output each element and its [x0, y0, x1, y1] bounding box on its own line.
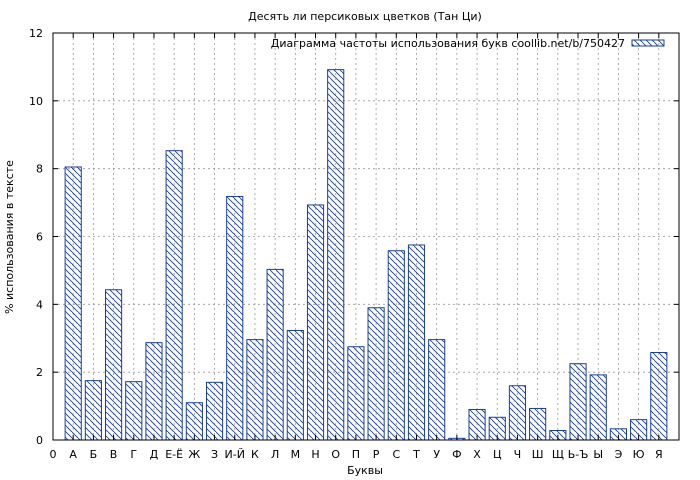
- bar-Ы: [589, 374, 607, 441]
- y-tick-label: 0: [36, 434, 43, 447]
- x-tick-label: Щ: [552, 448, 564, 461]
- x-tick-label: Д: [150, 448, 159, 461]
- x-tick-label: К: [251, 448, 259, 461]
- x-tick-label: Ю: [633, 448, 645, 461]
- bar-А: [64, 166, 82, 441]
- x-tick-label: Ф: [452, 448, 461, 461]
- bar-Л: [266, 268, 284, 441]
- x-tick-label: Ц: [493, 448, 502, 461]
- bar-В: [105, 289, 123, 441]
- x-tick-label: Ж: [188, 448, 200, 461]
- x-tick-label: Э: [615, 448, 623, 461]
- x-tick-label: О: [331, 448, 340, 461]
- x-tick-label: У: [433, 448, 440, 461]
- bar-О: [327, 69, 345, 441]
- x-tick-label: И-Й: [225, 448, 245, 461]
- legend-swatch: [631, 39, 665, 47]
- bar-С: [387, 250, 405, 441]
- x-tick-label: Н: [311, 448, 319, 461]
- chart-title: Десять ли персиковых цветков (Тан Ци): [248, 10, 482, 23]
- bar-Ч: [508, 385, 527, 441]
- x-axis-ticks: 0 А Б В Г Д Е-Ё Ж З И-Й К Л М Н О П Р С Т У Ф Х Ц Ч Ш Щ Ь-Ъ Ы Э Ю Я: [50, 33, 663, 461]
- x-tick-label: Г: [130, 448, 137, 461]
- x-tick-label: Р: [373, 448, 380, 461]
- x-tick-label: В: [110, 448, 118, 461]
- y-tick-label: 12: [29, 27, 43, 40]
- x-tick-label: Ш: [532, 448, 544, 461]
- x-tick-label: 0: [50, 448, 57, 461]
- bar-Ь-Ъ: [569, 363, 587, 441]
- x-tick-label: П: [352, 448, 360, 461]
- x-tick-label: Ь-Ъ: [568, 448, 589, 461]
- x-tick-label: Т: [412, 448, 420, 461]
- bar-Д: [145, 342, 163, 441]
- x-tick-label: З: [211, 448, 218, 461]
- x-tick-label: Е-Ё: [165, 448, 183, 461]
- y-tick-label: 10: [29, 95, 43, 108]
- bar-К: [246, 339, 264, 441]
- bars: [64, 69, 668, 441]
- bar-И-Й: [226, 195, 244, 441]
- bar-У: [428, 339, 446, 441]
- bar-Р: [367, 307, 385, 441]
- legend-label: Диаграмма частоты использования букв coo…: [271, 37, 625, 50]
- x-axis-label: Буквы: [347, 464, 383, 477]
- x-tick-label: Б: [90, 448, 98, 461]
- bar-М: [286, 329, 304, 441]
- bar-П: [347, 346, 365, 441]
- bar-Ж: [185, 402, 203, 441]
- bar-З: [205, 381, 224, 441]
- x-tick-label: А: [69, 448, 77, 461]
- y-tick-label: 8: [36, 163, 43, 176]
- y-axis-label: % использования в тексте: [3, 160, 16, 314]
- bar-Я: [650, 351, 668, 441]
- bar-Г: [125, 381, 143, 441]
- x-tick-label: Я: [655, 448, 663, 461]
- y-tick-label: 4: [36, 298, 43, 311]
- bar-Т: [407, 244, 426, 441]
- x-tick-label: М: [291, 448, 301, 461]
- y-tick-label: 6: [36, 231, 43, 244]
- legend: Диаграмма частоты использования букв coo…: [271, 37, 665, 50]
- bar-Е-Ё: [165, 150, 183, 441]
- y-tick-label: 2: [36, 366, 43, 379]
- x-tick-label: Л: [271, 448, 279, 461]
- bar-Б: [84, 380, 102, 441]
- y-axis-ticks: 0 2 4 6 8 10 12: [29, 27, 679, 447]
- x-tick-label: Ы: [593, 448, 603, 461]
- x-tick-label: С: [392, 448, 400, 461]
- bar-Н: [306, 204, 325, 441]
- x-tick-label: Х: [473, 448, 481, 461]
- x-tick-label: Ч: [514, 448, 522, 461]
